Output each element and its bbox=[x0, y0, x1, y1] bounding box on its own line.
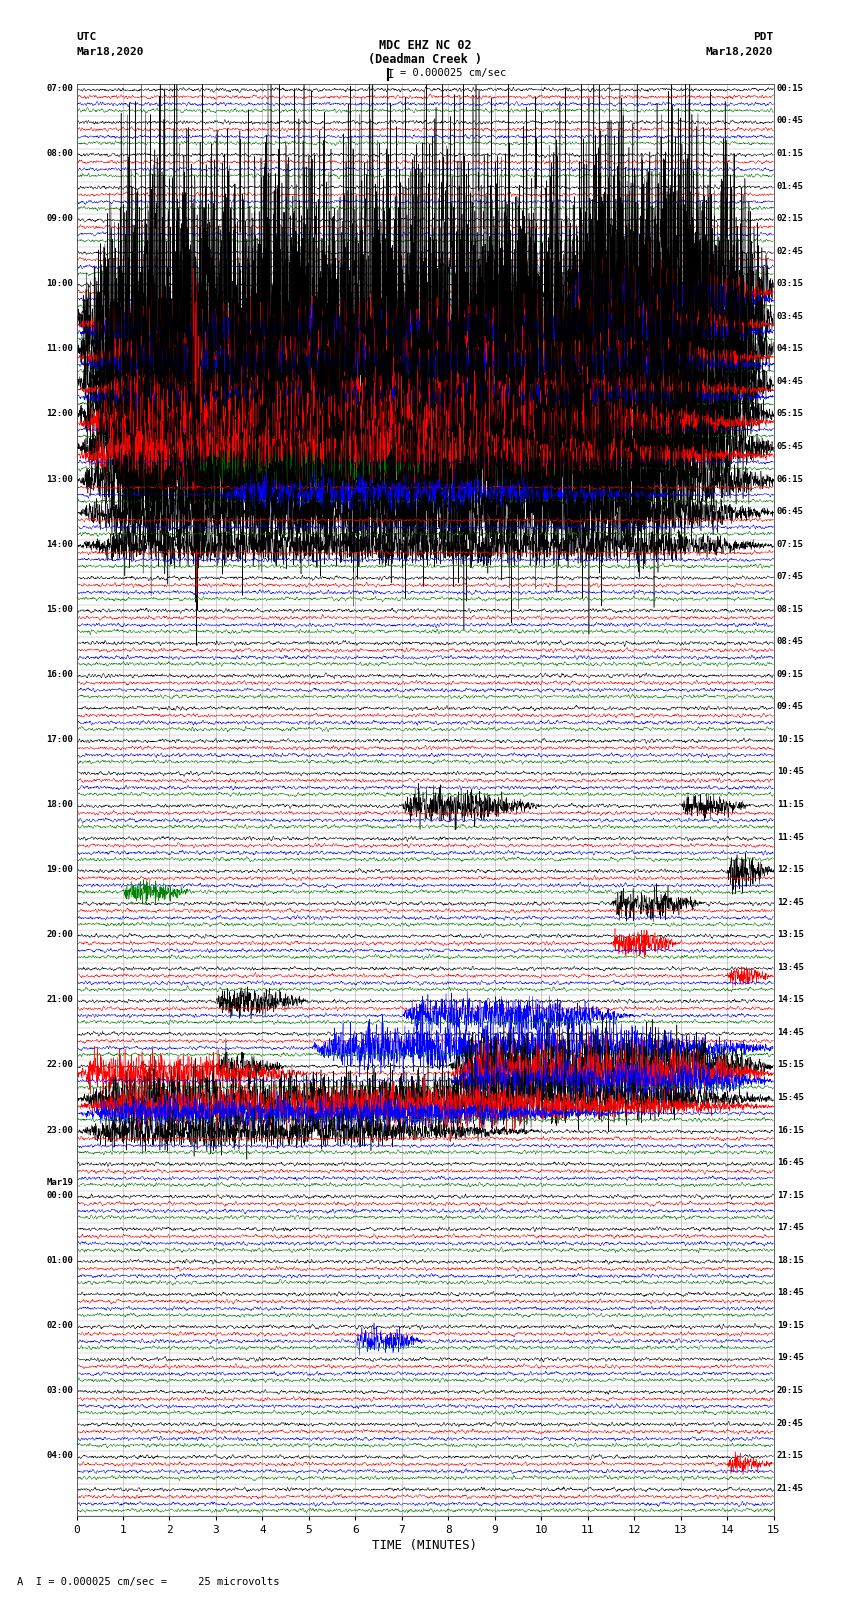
Text: 02:45: 02:45 bbox=[777, 247, 804, 255]
Text: 09:15: 09:15 bbox=[777, 669, 804, 679]
Text: 17:00: 17:00 bbox=[46, 736, 73, 744]
Text: 21:45: 21:45 bbox=[777, 1484, 804, 1492]
Text: 03:45: 03:45 bbox=[777, 311, 804, 321]
Text: 13:00: 13:00 bbox=[46, 474, 73, 484]
Text: 03:00: 03:00 bbox=[46, 1386, 73, 1395]
Text: 14:00: 14:00 bbox=[46, 540, 73, 548]
Text: 03:15: 03:15 bbox=[777, 279, 804, 289]
Text: 16:45: 16:45 bbox=[777, 1158, 804, 1168]
Text: 04:15: 04:15 bbox=[777, 344, 804, 353]
Text: 07:00: 07:00 bbox=[46, 84, 73, 94]
Text: 22:00: 22:00 bbox=[46, 1060, 73, 1069]
Text: 01:00: 01:00 bbox=[46, 1257, 73, 1265]
Text: 23:00: 23:00 bbox=[46, 1126, 73, 1134]
Text: A  I = 0.000025 cm/sec =     25 microvolts: A I = 0.000025 cm/sec = 25 microvolts bbox=[17, 1578, 280, 1587]
Text: 21:00: 21:00 bbox=[46, 995, 73, 1005]
Text: 06:15: 06:15 bbox=[777, 474, 804, 484]
Text: 15:00: 15:00 bbox=[46, 605, 73, 613]
Text: 08:15: 08:15 bbox=[777, 605, 804, 613]
Text: 08:00: 08:00 bbox=[46, 148, 73, 158]
Text: 20:15: 20:15 bbox=[777, 1386, 804, 1395]
Text: 16:00: 16:00 bbox=[46, 669, 73, 679]
Text: 00:00: 00:00 bbox=[46, 1190, 73, 1200]
Text: Mar18,2020: Mar18,2020 bbox=[706, 47, 774, 56]
Text: 12:15: 12:15 bbox=[777, 865, 804, 874]
Text: 02:15: 02:15 bbox=[777, 215, 804, 223]
Text: 01:45: 01:45 bbox=[777, 182, 804, 190]
Text: 04:00: 04:00 bbox=[46, 1452, 73, 1460]
Text: 16:15: 16:15 bbox=[777, 1126, 804, 1134]
Text: 06:45: 06:45 bbox=[777, 506, 804, 516]
Text: 08:45: 08:45 bbox=[777, 637, 804, 647]
Text: 12:45: 12:45 bbox=[777, 898, 804, 907]
Text: 11:15: 11:15 bbox=[777, 800, 804, 810]
Text: 00:45: 00:45 bbox=[777, 116, 804, 126]
Text: 21:15: 21:15 bbox=[777, 1452, 804, 1460]
Text: I: I bbox=[387, 68, 394, 81]
Text: 15:15: 15:15 bbox=[777, 1060, 804, 1069]
Text: 19:45: 19:45 bbox=[777, 1353, 804, 1363]
Text: UTC: UTC bbox=[76, 32, 97, 42]
Text: 09:45: 09:45 bbox=[777, 702, 804, 711]
Text: 02:00: 02:00 bbox=[46, 1321, 73, 1329]
Text: 10:00: 10:00 bbox=[46, 279, 73, 289]
Text: 14:45: 14:45 bbox=[777, 1027, 804, 1037]
Text: Mar19: Mar19 bbox=[46, 1177, 73, 1187]
Text: 17:15: 17:15 bbox=[777, 1190, 804, 1200]
Text: 19:00: 19:00 bbox=[46, 865, 73, 874]
Text: 19:15: 19:15 bbox=[777, 1321, 804, 1329]
Text: 10:15: 10:15 bbox=[777, 736, 804, 744]
Text: 17:45: 17:45 bbox=[777, 1223, 804, 1232]
Text: 18:45: 18:45 bbox=[777, 1289, 804, 1297]
Text: PDT: PDT bbox=[753, 32, 774, 42]
Text: 00:15: 00:15 bbox=[777, 84, 804, 94]
X-axis label: TIME (MINUTES): TIME (MINUTES) bbox=[372, 1539, 478, 1552]
Text: 20:00: 20:00 bbox=[46, 931, 73, 939]
Text: (Deadman Creek ): (Deadman Creek ) bbox=[368, 53, 482, 66]
Text: 01:15: 01:15 bbox=[777, 148, 804, 158]
Text: 10:45: 10:45 bbox=[777, 768, 804, 776]
Text: 18:00: 18:00 bbox=[46, 800, 73, 810]
Text: MDC EHZ NC 02: MDC EHZ NC 02 bbox=[379, 39, 471, 52]
Text: 11:00: 11:00 bbox=[46, 344, 73, 353]
Text: 07:15: 07:15 bbox=[777, 540, 804, 548]
Text: 13:45: 13:45 bbox=[777, 963, 804, 971]
Text: 18:15: 18:15 bbox=[777, 1257, 804, 1265]
Text: 09:00: 09:00 bbox=[46, 215, 73, 223]
Text: = 0.000025 cm/sec: = 0.000025 cm/sec bbox=[400, 68, 506, 77]
Text: 11:45: 11:45 bbox=[777, 832, 804, 842]
Text: 05:15: 05:15 bbox=[777, 410, 804, 418]
Text: 07:45: 07:45 bbox=[777, 573, 804, 581]
Text: 04:45: 04:45 bbox=[777, 377, 804, 386]
Text: 20:45: 20:45 bbox=[777, 1418, 804, 1428]
Text: 13:15: 13:15 bbox=[777, 931, 804, 939]
Text: 05:45: 05:45 bbox=[777, 442, 804, 452]
Text: 14:15: 14:15 bbox=[777, 995, 804, 1005]
Text: 15:45: 15:45 bbox=[777, 1094, 804, 1102]
Text: Mar18,2020: Mar18,2020 bbox=[76, 47, 144, 56]
Text: 12:00: 12:00 bbox=[46, 410, 73, 418]
